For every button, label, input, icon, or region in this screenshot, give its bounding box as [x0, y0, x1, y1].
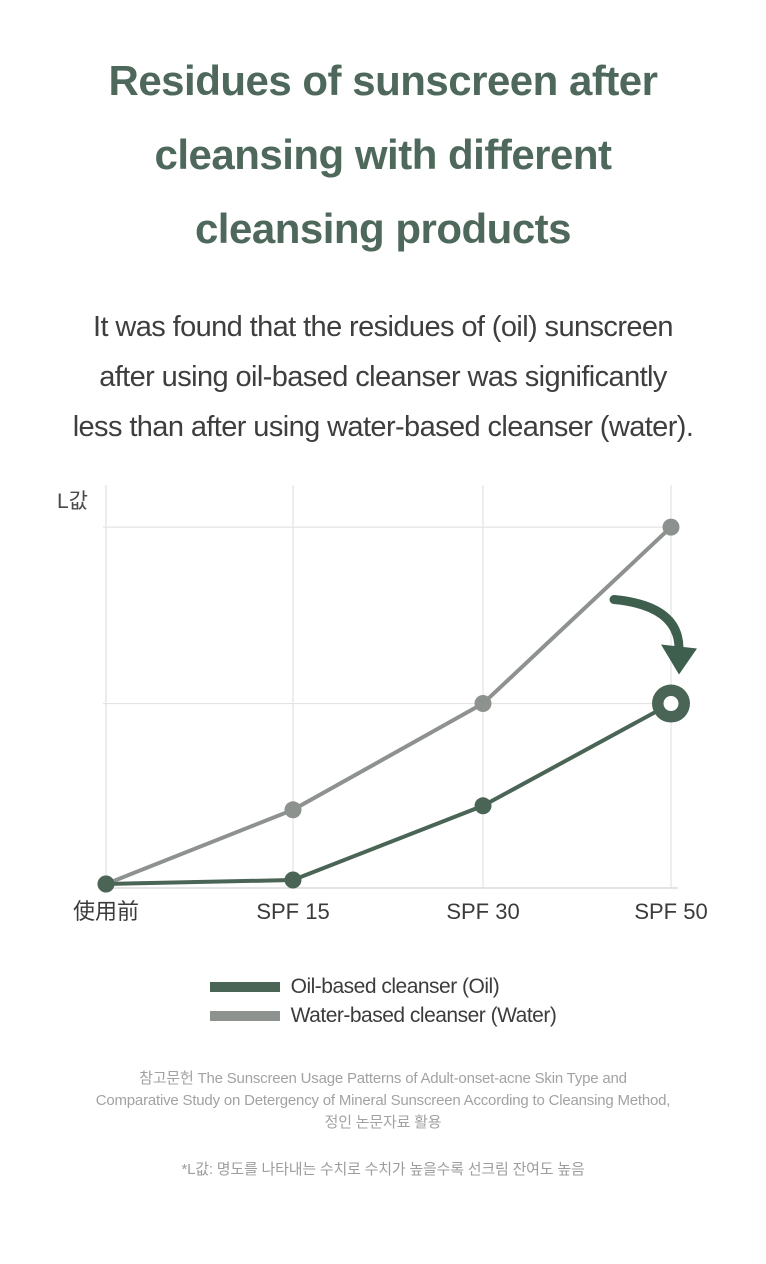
- description-line-1: It was found that the residues of (oil) …: [93, 311, 674, 343]
- oil-point-marker: [474, 797, 492, 815]
- oil-series: [97, 684, 690, 893]
- description-text: It was found that the residues of (oil) …: [4, 302, 762, 452]
- x-tick-label: SPF 30: [446, 899, 519, 924]
- page-title-line-1: Residues of sunscreen after: [108, 57, 658, 104]
- water-point-marker: [284, 801, 302, 819]
- water-point-marker: [662, 518, 680, 536]
- oil-highlight-ring-hole: [663, 696, 679, 712]
- x-tick-label: 使用前: [73, 899, 139, 924]
- oil-series-swatch: [209, 981, 280, 992]
- oil-point-marker: [97, 875, 115, 893]
- water-series-swatch: [209, 1010, 280, 1021]
- page-title: Residues of sunscreen after cleansing wi…: [8, 44, 758, 266]
- legend-item-water: Water-based cleanser (Water): [209, 1003, 557, 1028]
- reference-line-1: 참고문헌 The Sunscreen Usage Patterns of Adu…: [139, 1070, 627, 1087]
- water-point-marker: [474, 695, 492, 713]
- water-series-label: Water-based cleanser (Water): [290, 1003, 557, 1027]
- y-axis-label: L값: [57, 490, 88, 513]
- water-series-line: [105, 525, 673, 886]
- x-tick-label: SPF 50: [634, 899, 707, 924]
- reference-line-3: 정인 논문자료 활용: [324, 1114, 442, 1131]
- page-title-line-2: cleansing with different: [154, 131, 612, 178]
- highlight-arrow-icon: [609, 595, 697, 675]
- oil-point-marker: [284, 871, 302, 889]
- oil-series-line: [105, 701, 672, 886]
- reference-line-2: Comparative Study on Detergency of Miner…: [95, 1092, 671, 1109]
- description-line-2: after using oil-based cleanser was signi…: [99, 361, 667, 393]
- page-title-line-3: cleansing products: [194, 205, 572, 252]
- l-value-footnote: *L값: 명도를 나타내는 수치로 수치가 높을수록 선크림 잔여도 높음: [181, 1161, 585, 1178]
- line-chart-svg: L값 使用前 SPF 15 SPF 30 SPF 50: [57, 485, 708, 924]
- reference-text: 참고문헌 The Sunscreen Usage Patterns of Adu…: [0, 1068, 766, 1134]
- chart-grid: [103, 485, 678, 889]
- chart-legend: Oil-based cleanser (Oil) Water-based cle…: [0, 974, 766, 1028]
- line-chart: L값 使用前 SPF 15 SPF 30 SPF 50: [0, 470, 766, 940]
- water-series: [97, 518, 680, 893]
- x-axis-labels: 使用前 SPF 15 SPF 30 SPF 50: [73, 899, 708, 924]
- legend-item-oil: Oil-based cleanser (Oil): [209, 974, 557, 999]
- oil-series-label: Oil-based cleanser (Oil): [290, 974, 500, 998]
- description-line-3: less than after using water-based cleans…: [72, 411, 694, 443]
- chart-legend-items: Oil-based cleanser (Oil) Water-based cle…: [209, 974, 557, 1028]
- x-tick-label: SPF 15: [256, 899, 329, 924]
